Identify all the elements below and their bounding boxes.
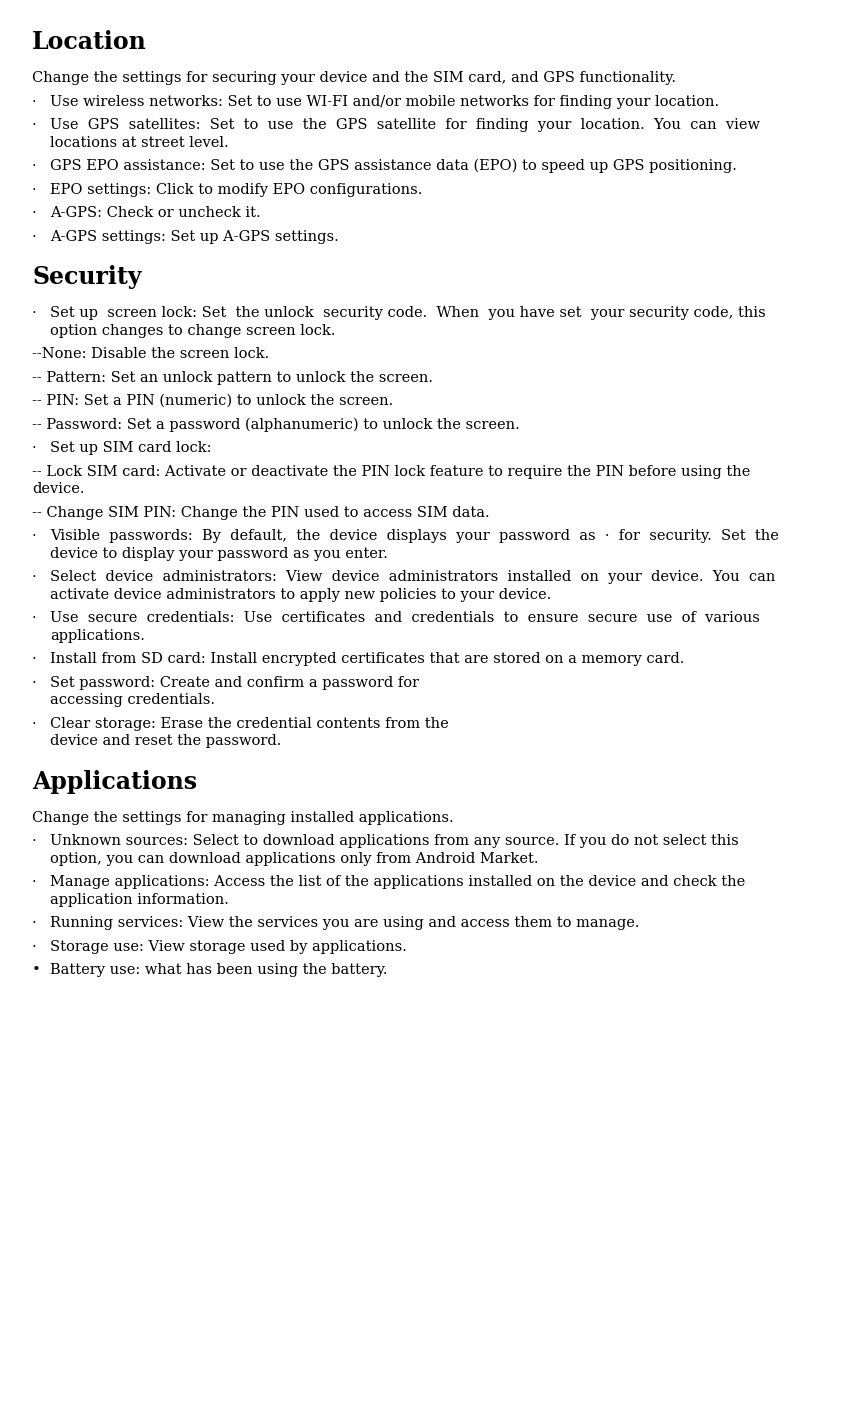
Text: option, you can download applications only from Android Market.: option, you can download applications on…: [50, 851, 539, 865]
Text: activate device administrators to apply new policies to your device.: activate device administrators to apply …: [50, 588, 552, 602]
Text: device.: device.: [32, 482, 85, 496]
Text: ·: ·: [32, 530, 36, 542]
Text: ·: ·: [32, 875, 36, 889]
Text: Location: Location: [32, 30, 146, 54]
Text: Clear storage: Erase the credential contents from the: Clear storage: Erase the credential cont…: [50, 717, 449, 731]
Text: ·: ·: [32, 94, 36, 108]
Text: ·: ·: [32, 612, 36, 626]
Text: Install from SD card: Install encrypted certificates that are stored on a memory: Install from SD card: Install encrypted …: [50, 652, 684, 666]
Text: Manage applications: Access the list of the applications installed on the device: Manage applications: Access the list of …: [50, 875, 746, 889]
Text: ·: ·: [32, 675, 36, 689]
Text: accessing credentials.: accessing credentials.: [50, 693, 215, 707]
Text: Set password: Create and confirm a password for: Set password: Create and confirm a passw…: [50, 675, 419, 689]
Text: -- PIN: Set a PIN (numeric) to unlock the screen.: -- PIN: Set a PIN (numeric) to unlock th…: [32, 395, 393, 409]
Text: Select  device  administrators:  View  device  administrators  installed  on  yo: Select device administrators: View devic…: [50, 571, 775, 585]
Text: ·: ·: [32, 230, 36, 244]
Text: -- Password: Set a password (alphanumeric) to unlock the screen.: -- Password: Set a password (alphanumeri…: [32, 417, 520, 433]
Text: A-GPS settings: Set up A-GPS settings.: A-GPS settings: Set up A-GPS settings.: [50, 230, 339, 244]
Text: Running services: View the services you are using and access them to manage.: Running services: View the services you …: [50, 916, 639, 930]
Text: Visible  passwords:  By  default,  the  device  displays  your  password  as  · : Visible passwords: By default, the devic…: [50, 530, 779, 542]
Text: Security: Security: [32, 265, 141, 289]
Text: ·: ·: [32, 717, 36, 731]
Text: Set up  screen lock: Set  the unlock  security code.  When  you have set  your s: Set up screen lock: Set the unlock secur…: [50, 306, 766, 320]
Text: ·: ·: [32, 441, 36, 455]
Text: ·: ·: [32, 652, 36, 666]
Text: -- Pattern: Set an unlock pattern to unlock the screen.: -- Pattern: Set an unlock pattern to unl…: [32, 371, 433, 385]
Text: option changes to change screen lock.: option changes to change screen lock.: [50, 324, 335, 338]
Text: ·: ·: [32, 206, 36, 220]
Text: EPO settings: Click to modify EPO configurations.: EPO settings: Click to modify EPO config…: [50, 183, 423, 197]
Text: Set up SIM card lock:: Set up SIM card lock:: [50, 441, 211, 455]
Text: ·: ·: [32, 183, 36, 197]
Text: GPS EPO assistance: Set to use the GPS assistance data (EPO) to speed up GPS pos: GPS EPO assistance: Set to use the GPS a…: [50, 159, 737, 173]
Text: locations at street level.: locations at street level.: [50, 135, 229, 149]
Text: •: •: [32, 964, 41, 978]
Text: ·: ·: [32, 916, 36, 930]
Text: Storage use: View storage used by applications.: Storage use: View storage used by applic…: [50, 940, 407, 954]
Text: Use wireless networks: Set to use WI-FI and/or mobile networks for finding your : Use wireless networks: Set to use WI-FI …: [50, 94, 719, 108]
Text: device and reset the password.: device and reset the password.: [50, 734, 281, 748]
Text: application information.: application information.: [50, 893, 229, 906]
Text: Use  GPS  satellites:  Set  to  use  the  GPS  satellite  for  finding  your  lo: Use GPS satellites: Set to use the GPS s…: [50, 118, 760, 132]
Text: Use  secure  credentials:  Use  certificates  and  credentials  to  ensure  secu: Use secure credentials: Use certificates…: [50, 612, 759, 626]
Text: Change the settings for securing your device and the SIM card, and GPS functiona: Change the settings for securing your de…: [32, 70, 676, 85]
Text: ·: ·: [32, 118, 36, 132]
Text: ·: ·: [32, 940, 36, 954]
Text: Change the settings for managing installed applications.: Change the settings for managing install…: [32, 810, 454, 824]
Text: applications.: applications.: [50, 628, 145, 643]
Text: ·: ·: [32, 159, 36, 173]
Text: -- Change SIM PIN: Change the PIN used to access SIM data.: -- Change SIM PIN: Change the PIN used t…: [32, 506, 489, 520]
Text: Unknown sources: Select to download applications from any source. If you do not : Unknown sources: Select to download appl…: [50, 834, 739, 848]
Text: -- Lock SIM card: Activate or deactivate the PIN lock feature to require the PIN: -- Lock SIM card: Activate or deactivate…: [32, 465, 750, 479]
Text: ·: ·: [32, 306, 36, 320]
Text: Applications: Applications: [32, 769, 197, 793]
Text: Battery use: what has been using the battery.: Battery use: what has been using the bat…: [50, 964, 387, 978]
Text: --None: Disable the screen lock.: --None: Disable the screen lock.: [32, 347, 269, 361]
Text: A-GPS: Check or uncheck it.: A-GPS: Check or uncheck it.: [50, 206, 261, 220]
Text: device to display your password as you enter.: device to display your password as you e…: [50, 547, 388, 561]
Text: ·: ·: [32, 571, 36, 585]
Text: ·: ·: [32, 834, 36, 848]
